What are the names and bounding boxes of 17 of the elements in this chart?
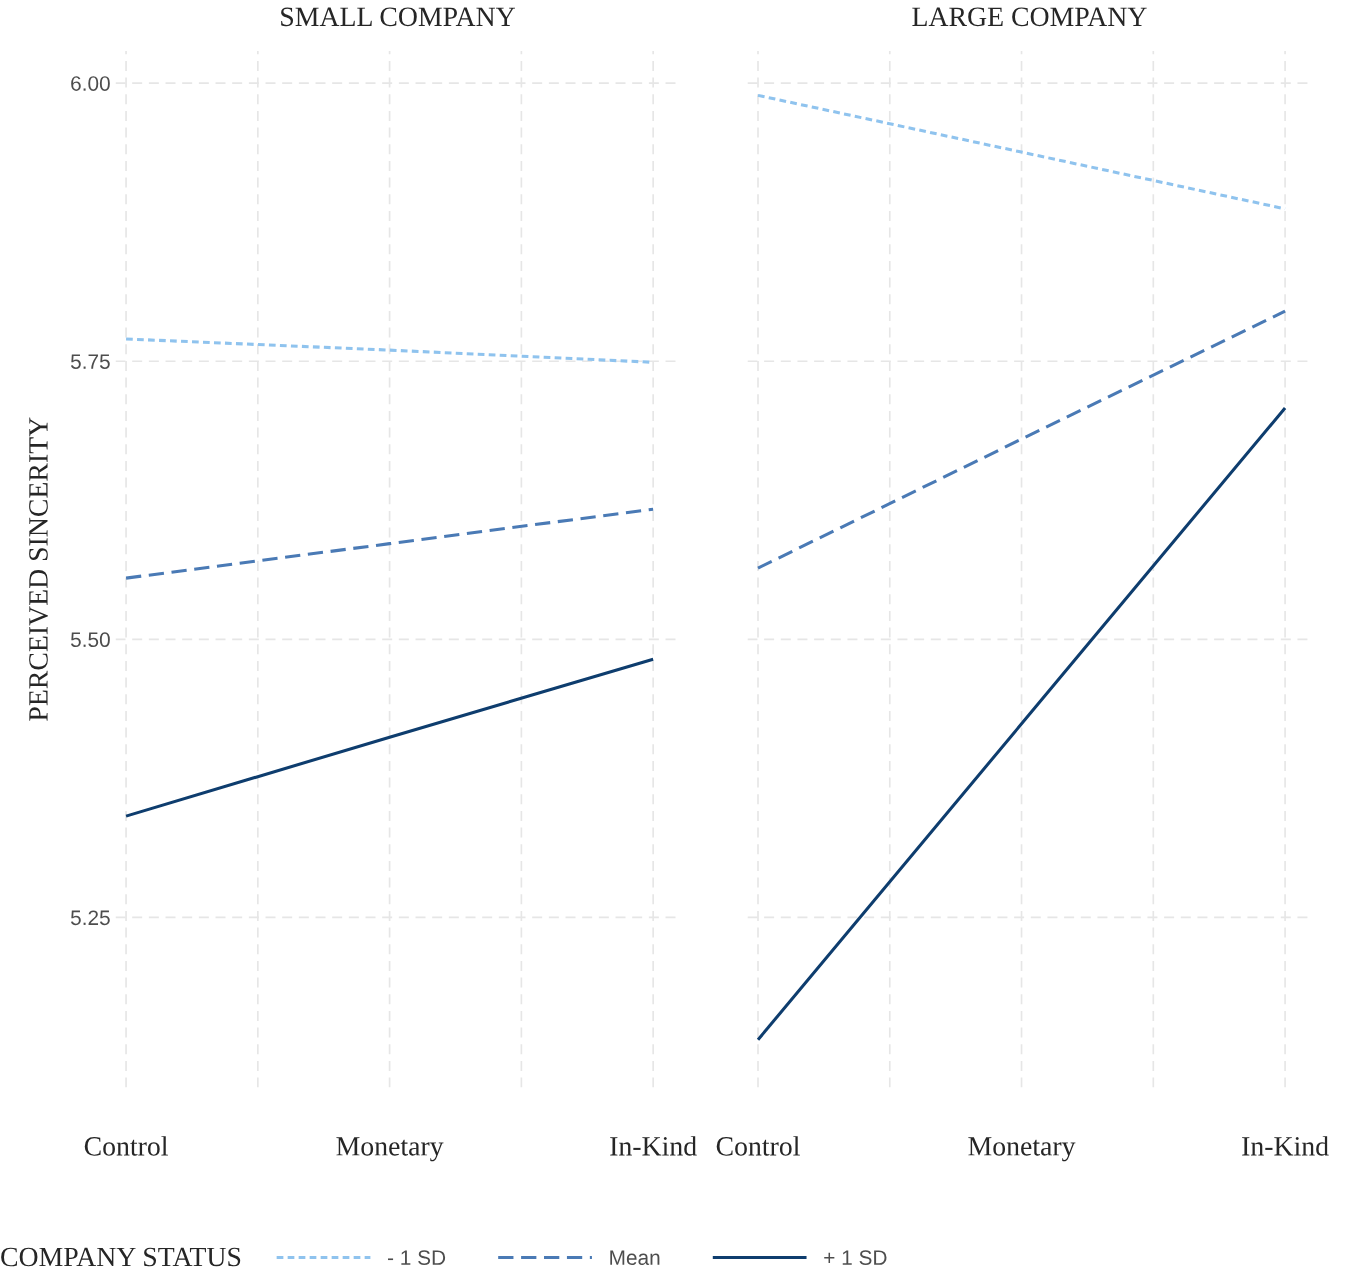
y-tick-label: 5.25 — [70, 910, 110, 926]
legend-title: COMPANY STATUS — [1, 1247, 241, 1267]
legend-label: - 1 SD — [387, 1250, 446, 1265]
x-tick-label: Monetary — [336, 1137, 444, 1162]
x-tick-label: Monetary — [968, 1137, 1076, 1162]
y-axis-title: PERCEIVED SINCERITY — [29, 417, 48, 721]
chart-title: SMALL COMPANY — [281, 7, 516, 27]
legend-label: + 1 SD — [824, 1250, 887, 1265]
y-tick-label: 5.50 — [70, 632, 110, 648]
x-tick-label: Control — [716, 1136, 800, 1156]
legend-label: Mean — [610, 1250, 660, 1265]
y-tick-label: 6.00 — [71, 76, 110, 91]
chart-title: LARGE COMPANY — [912, 7, 1147, 27]
x-tick-label: In-Kind — [610, 1136, 697, 1156]
y-tick-label: 5.75 — [70, 354, 110, 369]
x-tick-label: Control — [84, 1136, 168, 1156]
x-tick-label: In-Kind — [1242, 1136, 1329, 1156]
